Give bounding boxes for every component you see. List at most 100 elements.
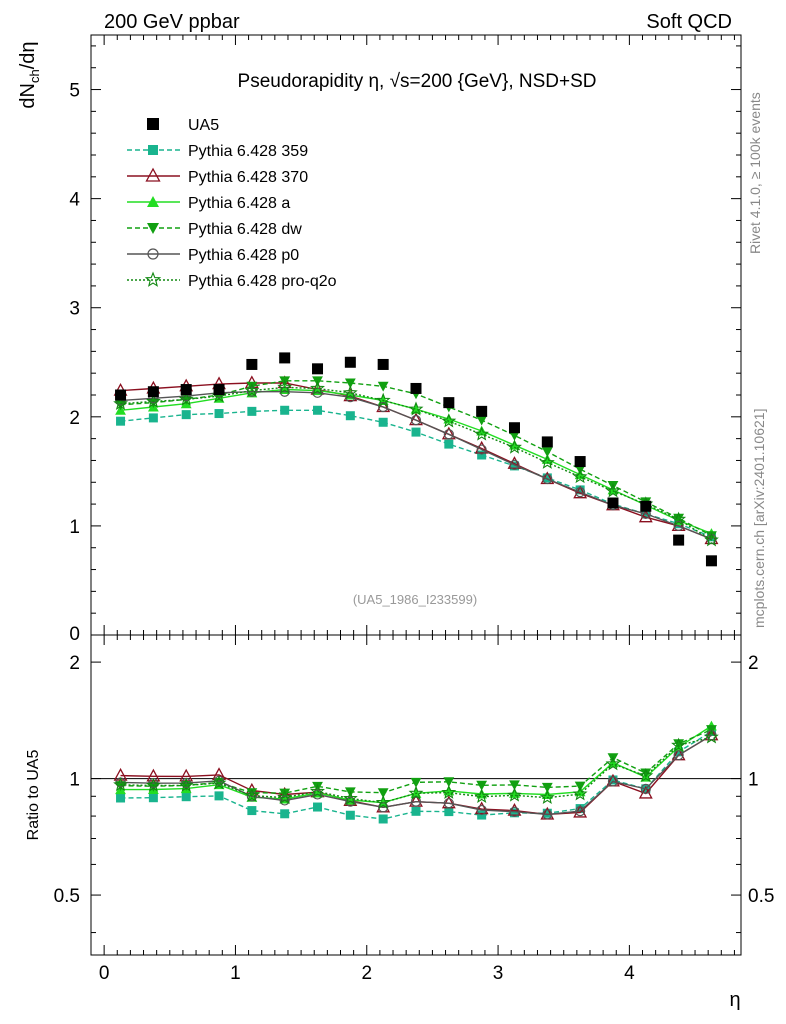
series-marker [474, 788, 490, 804]
series-marker [673, 520, 684, 532]
series-marker [474, 426, 490, 441]
series-marker [342, 384, 358, 400]
series-marker [542, 809, 553, 820]
series-marker [443, 777, 455, 788]
data-point [607, 497, 619, 509]
series-marker [704, 729, 719, 744]
series-marker [115, 781, 126, 792]
ratio-line [120, 734, 712, 816]
legend-label: Pythia 6.428 370 [188, 169, 308, 186]
series-marker [671, 511, 687, 526]
series-marker [147, 781, 159, 792]
series-marker [312, 781, 323, 792]
series-marker [673, 739, 685, 750]
data-point [476, 405, 488, 417]
series-marker [575, 804, 585, 814]
series-marker [378, 814, 388, 824]
series-marker [313, 802, 323, 812]
series-marker [147, 196, 159, 207]
series-line [120, 386, 712, 541]
series-marker [279, 793, 291, 804]
series-marker [147, 223, 159, 234]
series-marker [345, 810, 355, 820]
data-point [246, 358, 258, 370]
series-marker [411, 806, 421, 816]
data-point [541, 436, 553, 448]
series-marker [378, 401, 389, 413]
data-points-ua5 [115, 352, 717, 567]
series-marker [476, 425, 488, 436]
series-marker [575, 486, 586, 498]
series-marker [247, 406, 257, 416]
ratio-tick-label-left: 2 [69, 653, 80, 674]
series-marker [344, 378, 356, 389]
y-tick-label: 2 [69, 408, 80, 429]
series-marker [246, 791, 257, 802]
ratio-tick-label-right: 2 [748, 653, 759, 674]
series-marker [640, 768, 652, 779]
ratio-series [113, 729, 719, 809]
ratio-axis-label: Ratio to UA5 [25, 750, 42, 841]
data-point [312, 363, 324, 375]
series-marker [375, 392, 391, 407]
y-tick-label: 4 [69, 190, 80, 211]
data-point [180, 384, 192, 396]
series-marker [178, 777, 194, 792]
data-point [279, 352, 291, 364]
series-marker [474, 801, 489, 815]
series-marker [277, 379, 293, 394]
series-marker [181, 410, 191, 420]
data-point [443, 397, 455, 409]
x-tick-label: 4 [624, 963, 635, 984]
series-marker [507, 802, 522, 816]
legend-label: Pythia 6.428 a [188, 195, 290, 212]
legend-label: Pythia 6.428 pro-q2o [188, 273, 337, 290]
series-marker [345, 411, 355, 421]
series-marker [476, 804, 487, 816]
ratio-tick-label-right: 1 [748, 770, 759, 791]
series-marker [179, 768, 194, 782]
series-marker [214, 791, 224, 801]
series-marker [410, 414, 422, 426]
series-marker [476, 780, 488, 791]
series-marker [542, 473, 553, 485]
series-marker [375, 794, 391, 809]
chart-title: Pseudorapidity η, √s=200 {GeV}, NSD+SD [238, 71, 597, 92]
series-marker [408, 785, 424, 800]
series-marker [575, 485, 585, 495]
series-marker [246, 386, 257, 397]
legend-label: UA5 [188, 117, 219, 134]
data-point [147, 386, 159, 398]
ratio-tick-label-right: 0.5 [748, 886, 774, 907]
series-marker [147, 248, 159, 260]
mcplots-label: mcplots.cern.ch [arXiv:2401.10621] [751, 409, 767, 628]
series-marker [377, 381, 389, 392]
series-marker [345, 796, 356, 807]
y-tick-label: 3 [69, 299, 80, 320]
series-marker [673, 750, 684, 761]
series-marker [310, 380, 325, 395]
series-marker [214, 409, 224, 419]
series-marker [674, 747, 684, 757]
ratio-tick-label-left: 0.5 [54, 886, 80, 907]
series-marker [443, 798, 454, 809]
series-pythia-6-428-359 [116, 405, 716, 542]
x-tick-label: 3 [493, 963, 504, 984]
series-marker [310, 783, 325, 798]
series-marker [211, 775, 227, 790]
series-marker [509, 459, 520, 470]
series-marker [507, 787, 522, 802]
y-tick-label: 1 [69, 517, 80, 538]
legend-label: Pythia 6.428 359 [188, 143, 308, 160]
series-marker [280, 809, 290, 819]
header-right: Soft QCD [646, 11, 732, 33]
data-point [705, 555, 717, 567]
series-marker [146, 768, 161, 782]
x-tick-label: 1 [230, 963, 241, 984]
data-point [640, 500, 652, 512]
series-marker [441, 784, 457, 799]
series-marker [477, 450, 487, 460]
legend: UA5 Pythia 6.428 359 Pythia 6.428 370 Pythi… [127, 117, 337, 290]
series-marker [638, 767, 654, 783]
